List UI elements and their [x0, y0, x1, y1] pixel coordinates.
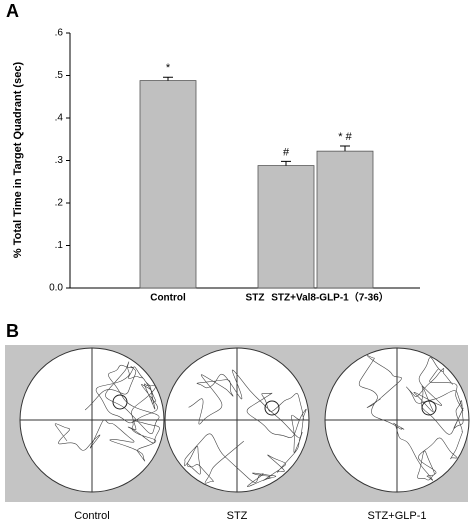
y-tick-label: .1: [55, 240, 64, 251]
annotation: * #: [338, 131, 352, 143]
maze-group: Control STZ STZ+GLP-1: [19, 347, 470, 522]
panel-label: B: [6, 321, 19, 341]
platform: [264, 400, 280, 416]
x-tick-label: STZ: [246, 293, 265, 304]
error-bar: [281, 160, 291, 166]
y-tick-label: .5: [55, 70, 64, 81]
swim-path: [359, 355, 464, 481]
maze-label: Control: [74, 510, 109, 522]
y-tick-label: .2: [55, 198, 64, 209]
platform: [421, 400, 437, 416]
bar: [316, 150, 374, 289]
error-bar: [340, 145, 350, 152]
swim-path: [54, 361, 160, 462]
y-tick-label: 0.0: [49, 283, 63, 294]
platform: [112, 394, 128, 410]
x-tick-label: Control: [150, 293, 186, 304]
x-tick-label: STZ+Val8-GLP-1（7-36）: [271, 291, 389, 304]
annotation: #: [283, 146, 290, 158]
maze-label: STZ: [227, 510, 248, 522]
bar: [257, 165, 315, 289]
y-tick-label: .3: [55, 155, 64, 166]
bar: [139, 80, 197, 289]
panel-label: A: [6, 1, 19, 21]
y-axis-label: % Total Time in Target Quadrant (sec): [12, 62, 24, 259]
y-tick-label: .6: [55, 28, 64, 39]
error-bar: [163, 76, 173, 81]
y-tick-label: .4: [55, 113, 64, 124]
maze-label: STZ+GLP-1: [368, 510, 427, 522]
annotation: *: [166, 62, 171, 74]
swim-path: [184, 369, 307, 487]
